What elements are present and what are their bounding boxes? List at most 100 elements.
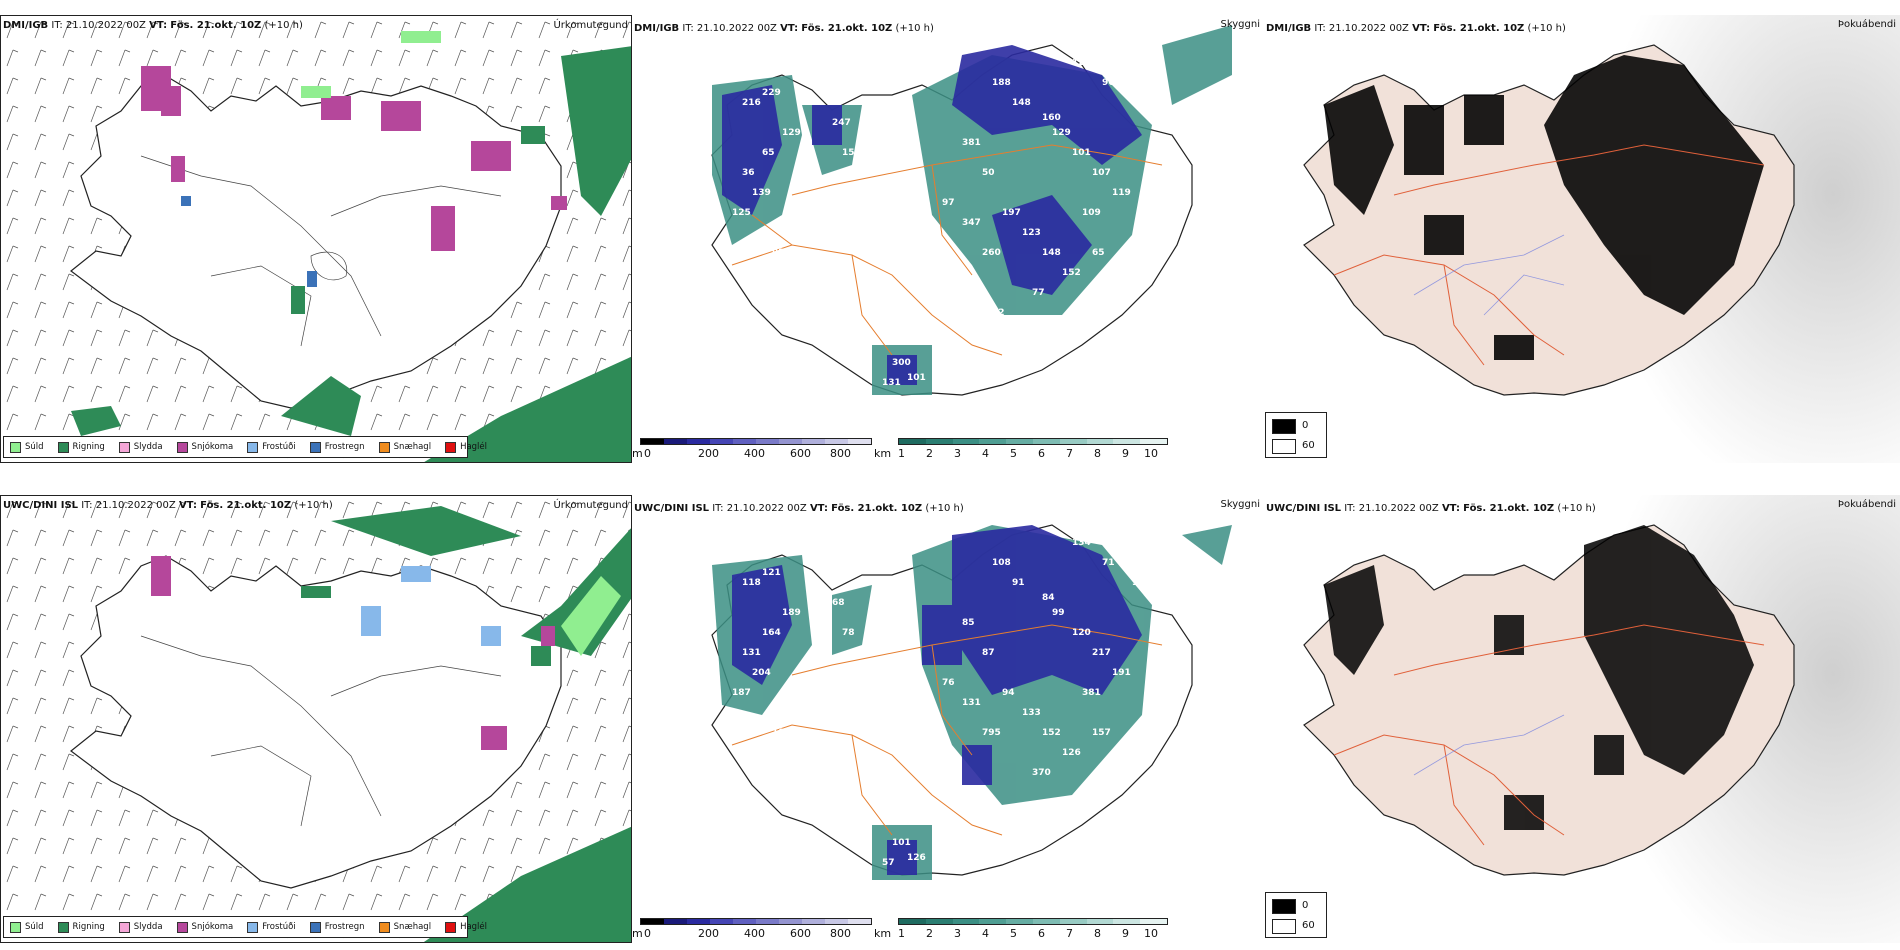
visibility-height-label: 381	[962, 138, 981, 148]
visibility-height-label: 84	[1042, 593, 1055, 603]
visibility-height-label: 197	[1002, 208, 1021, 218]
visibility-height-label: 126	[907, 853, 926, 863]
visibility-height-label: 101	[907, 373, 926, 383]
visibility-height-label: 160	[1042, 113, 1061, 123]
visibility-height-label: 191	[1112, 668, 1131, 678]
legend-item: Rigning	[57, 441, 105, 453]
visibility-height-label: 131	[882, 378, 901, 388]
visibility-height-label: 157	[1092, 728, 1111, 738]
visibility-height-label: 189	[782, 608, 801, 618]
visibility-height-label: 216	[742, 98, 761, 108]
visibility-map-row2: 1347194108918499120217191189164131204187…	[711, 524, 1232, 880]
visibility-height-label: 247	[832, 118, 851, 128]
visibility-panel-row2: 134 71 94 108 91 84 99 120 217 191 189 164 131 204 187…	[632, 495, 1264, 943]
panel-header: UWC/DINI ISL IT: 21.10.2022 00Z VT: Fös.…	[3, 500, 333, 511]
panel-title: Þokuábendi	[1837, 499, 1896, 510]
visibility-height-label: 229	[762, 88, 781, 98]
visibility-height-label: 127	[1072, 58, 1091, 68]
visibility-height-label: 347	[962, 218, 981, 228]
visibility-map-row1: 1279682188148160129101107119129653613912…	[711, 25, 1232, 396]
visibility-height-label: 96	[1102, 78, 1115, 88]
visibility-height-label: 188	[992, 78, 1011, 88]
visibility-height-label: 128	[932, 328, 951, 338]
panel-title: Þokuábendi	[1837, 19, 1896, 30]
visibility-height-label: 87	[982, 648, 995, 658]
precip-map-row1	[1, 16, 631, 462]
height-scale: m 0 200 400 600 800	[632, 918, 932, 943]
precip-panel-row2: UWC/DINI ISL IT: 21.10.2022 00Z VT: Fös.…	[0, 495, 632, 943]
legend-item: Haglél	[445, 921, 487, 933]
visibility-height-label: 152	[1042, 728, 1061, 738]
legend-item: Snjókoma	[176, 441, 233, 453]
fog-key-row1: 0 60	[1265, 412, 1327, 458]
visibility-height-label: 134	[1072, 538, 1091, 548]
panel-title: Úrkomutegund	[553, 500, 628, 511]
visibility-height-label: 94	[1002, 688, 1015, 698]
precip-legend: Súld Rigning Slydda Snjókoma Frostúði Fr…	[3, 436, 487, 458]
visibility-height-label: 139	[752, 188, 771, 198]
visibility-height-label: 129	[1052, 128, 1071, 138]
distance-scale: km 1 2 3 4 5 6 7 8 9 10	[874, 438, 1182, 463]
panel-title: Skyggni	[1220, 499, 1260, 510]
visibility-height-label: 36	[742, 168, 755, 178]
visibility-height-label: 109	[1082, 208, 1101, 218]
visibility-height-label: 101	[892, 838, 911, 848]
visibility-height-label: 142	[802, 698, 821, 708]
visibility-height-label: 107	[802, 218, 821, 228]
panel-header-vis-row2: UWC/DINI ISL IT: 21.10.2022 00Z VT: Fös.…	[634, 503, 964, 514]
visibility-height-label: 101	[1112, 288, 1131, 298]
visibility-height-label: 71	[1102, 558, 1115, 568]
visibility-height-label: 260	[982, 248, 1001, 258]
fog-panel-row1: Þokuábendi	[1264, 15, 1900, 463]
legend-item: Slydda	[118, 921, 163, 933]
visibility-height-label: 99	[1052, 608, 1065, 618]
visibility-height-label: 65	[762, 148, 775, 158]
distance-scale: km 1 2 3 4 5 6 7 8 9 10	[874, 918, 1182, 943]
visibility-height-label: 37	[932, 808, 945, 818]
legend-item: Snæhagl	[378, 441, 431, 453]
precip-legend: Súld Rigning Slydda Snjókoma Frostúði Fr…	[3, 916, 487, 938]
visibility-height-label: 78	[842, 628, 855, 638]
fog-panel-row2: Þokuábendi	[1264, 495, 1900, 943]
panel-header-vis-row1: DMI/IGB IT: 21.10.2022 00Z VT: Fös. 21.o…	[634, 23, 934, 34]
visibility-height-label: 133	[1022, 708, 1041, 718]
visibility-height-label: 300	[892, 358, 911, 368]
visibility-height-label: 109	[772, 728, 791, 738]
visibility-height-label: 187	[732, 688, 751, 698]
visibility-height-label: 148	[1042, 248, 1061, 258]
legend-item: Snæhagl	[378, 921, 431, 933]
fog-key-row2: 0 60	[1265, 892, 1327, 938]
legend-item: Frostúði	[247, 441, 296, 453]
visibility-height-label: 125	[732, 208, 751, 218]
legend-item: Súld	[10, 921, 44, 933]
visibility-height-label: 92	[772, 248, 785, 258]
height-scale: m 0 200 400 600 800 1000	[632, 438, 932, 463]
legend-item: Frostúði	[247, 921, 296, 933]
legend-item: Slydda	[118, 441, 163, 453]
visibility-height-label: 77	[1032, 288, 1045, 298]
visibility-height-label: 129	[782, 128, 801, 138]
panel-title: Úrkomutegund	[553, 20, 628, 31]
visibility-height-label: 101	[1072, 148, 1091, 158]
visibility-height-label: 173	[1112, 768, 1131, 778]
panel-header-fog-row1: DMI/IGB IT: 21.10.2022 00Z VT: Fös. 21.o…	[1266, 23, 1566, 34]
visibility-height-label: 107	[1092, 168, 1111, 178]
visibility-height-label: 217	[1092, 648, 1111, 658]
visibility-height-label: 131	[742, 648, 761, 658]
visibility-height-label: 120	[1072, 628, 1091, 638]
fog-map-row1	[1303, 15, 1900, 463]
panel-header: DMI/IGB IT: 21.10.2022 00Z VT: Fös. 21.o…	[3, 20, 303, 31]
visibility-height-label: 795	[982, 728, 1001, 738]
visibility-height-label: 91	[1012, 578, 1025, 588]
visibility-height-label: 68	[832, 598, 845, 608]
visibility-height-label: 118	[742, 578, 761, 588]
precip-map-row2	[1, 496, 631, 942]
visibility-height-label: 148	[1012, 98, 1031, 108]
visibility-height-label: 62	[992, 308, 1005, 318]
precip-panel-row1: DMI/IGB IT: 21.10.2022 00Z VT: Fös. 21.o…	[0, 15, 632, 463]
visibility-height-label: 126	[1062, 748, 1081, 758]
visibility-height-label: 158	[842, 148, 861, 158]
visibility-height-label: 65	[1092, 248, 1105, 258]
visibility-height-label: 381	[1082, 688, 1101, 698]
legend-item: Frostregn	[309, 441, 365, 453]
